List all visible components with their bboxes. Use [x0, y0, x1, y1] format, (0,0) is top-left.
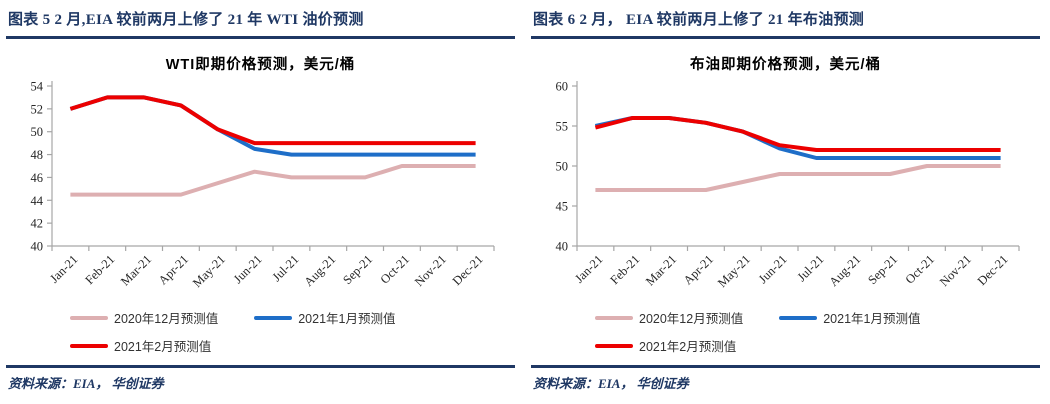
- series-line: [70, 164, 476, 197]
- y-tick-label: 42: [31, 217, 44, 231]
- x-tick-label: Nov-21: [412, 252, 449, 289]
- x-tick-label: Oct-21: [378, 252, 412, 286]
- y-tick-label: 45: [556, 200, 569, 214]
- chart-legend: 2020年12月预测值 2021年1月预测值 2021年2月预测值: [70, 308, 462, 355]
- source-text: 资料来源：EIA， 华创证券: [533, 376, 689, 391]
- y-tick-label: 52: [31, 102, 44, 116]
- legend-swatch: [779, 315, 818, 320]
- x-tick-label: Jul-21: [270, 252, 302, 284]
- x-tick-label: May-21: [715, 252, 753, 290]
- series-line: [69, 95, 476, 157]
- legend-item: 2021年1月预测值: [254, 308, 395, 327]
- x-tick-label: Aug-21: [826, 252, 863, 289]
- figure-brent: 图表 6 2 月， EIA 较前两月上修了 21 年布油预测 布油即期价格预测，…: [525, 0, 1050, 404]
- x-tick-label: Jun-21: [231, 252, 265, 286]
- legend-label: 2021年1月预测值: [298, 312, 396, 326]
- y-tick-label: 40: [31, 240, 44, 254]
- legend-label: 2021年2月预测值: [114, 340, 212, 354]
- x-tick-label: Sep-21: [865, 252, 900, 287]
- y-tick-label: 54: [31, 80, 44, 94]
- x-tick-label: Mar-21: [118, 252, 154, 288]
- source-block: 资料来源：EIA， 华创证券: [6, 365, 515, 393]
- series-line: [595, 164, 1001, 192]
- series-line: [594, 116, 1001, 152]
- legend-swatch: [70, 343, 108, 348]
- y-tick-label: 60: [556, 80, 569, 94]
- legend-swatch: [595, 315, 633, 320]
- x-tick-label: Feb-21: [82, 252, 117, 287]
- x-tick-label: Jan-21: [47, 252, 80, 285]
- brent-forecast-chart: 40 45 50 55 60 Jan-21 Feb-21 Mar-21 Apr-21May-21…: [556, 80, 1020, 290]
- y-tick-label: 50: [556, 160, 569, 174]
- source-block: 资料来源：EIA， 华创证券: [531, 365, 1040, 393]
- legend-item: 2021年2月预测值: [70, 336, 211, 355]
- legend-label: 2020年12月预测值: [114, 312, 219, 326]
- legend-item: 2020年12月预测值: [70, 308, 218, 327]
- x-tick-label: Oct-21: [903, 252, 937, 286]
- y-tick-label: 46: [31, 171, 44, 185]
- x-tick-label: Sep-21: [340, 252, 375, 287]
- x-tick-label: Dec-21: [450, 252, 486, 288]
- x-tick-label: Apr-21: [156, 252, 191, 287]
- legend-item: 2021年1月预测值: [779, 308, 920, 327]
- x-tick-label: Jan-21: [572, 252, 605, 285]
- legend-swatch: [595, 343, 633, 348]
- y-tick-label: 55: [556, 120, 569, 134]
- y-tick-label: 40: [556, 240, 569, 254]
- chart-title: WTI即期价格预测，美元/桶: [165, 57, 356, 73]
- y-tick-label: 50: [31, 125, 44, 139]
- y-tick-label: 44: [31, 194, 44, 208]
- series-line: [69, 95, 476, 146]
- chart-title: 布油即期价格预测，美元/桶: [689, 57, 882, 73]
- legend-label: 2021年2月预测值: [639, 340, 737, 354]
- figure-header: 图表 6 2 月， EIA 较前两月上修了 21 年布油预测: [531, 6, 1040, 39]
- y-tick-label: 48: [31, 148, 44, 162]
- legend-item: 2020年12月预测值: [595, 308, 743, 327]
- legend-swatch: [254, 315, 293, 320]
- legend-item: 2021年2月预测值: [595, 336, 736, 355]
- x-tick-label: Mar-21: [643, 252, 679, 288]
- figure-wti: 图表 5 2 月,EIA 较前两月上修了 21 年 WTI 油价预测 WTI即期…: [6, 6, 515, 393]
- figure-header: 图表 5 2 月,EIA 较前两月上修了 21 年 WTI 油价预测: [6, 6, 515, 39]
- chart-legend: 2020年12月预测值 2021年1月预测值 2021年2月预测值: [595, 308, 987, 355]
- legend-label: 2021年1月预测值: [823, 312, 921, 326]
- x-tick-label: Jul-21: [795, 252, 827, 284]
- x-tick-label: Jun-21: [756, 252, 790, 286]
- source-text: 资料来源：EIA， 华创证券: [8, 376, 164, 391]
- x-tick-label: Aug-21: [301, 252, 338, 289]
- x-tick-label: May-21: [190, 252, 228, 290]
- wti-forecast-chart: 40 42 44 46 48 50 52 54 Jan-21 Feb-21 Mar-21 Apr-21…: [31, 80, 495, 290]
- legend-label: 2020年12月预测值: [639, 312, 744, 326]
- x-tick-label: Nov-21: [937, 252, 974, 289]
- legend-swatch: [70, 315, 108, 320]
- x-tick-label: Dec-21: [975, 252, 1011, 288]
- x-tick-label: Apr-21: [681, 252, 716, 287]
- x-tick-label: Feb-21: [607, 252, 642, 287]
